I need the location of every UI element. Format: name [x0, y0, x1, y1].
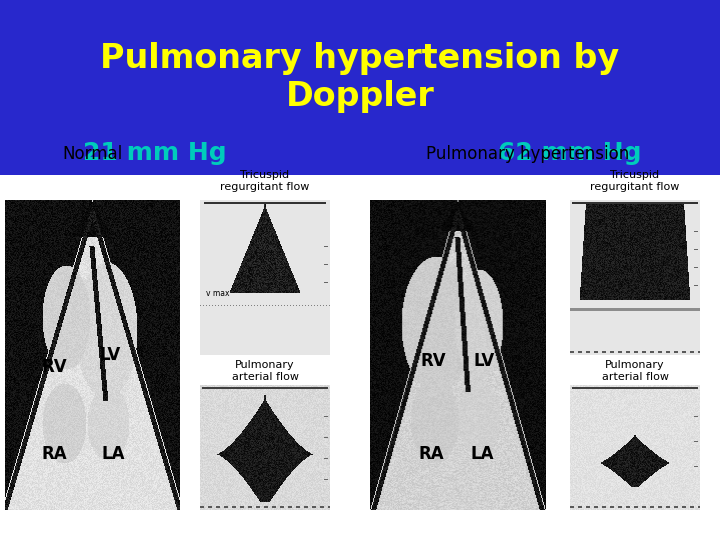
Text: Tricuspid
regurgitant flow: Tricuspid regurgitant flow [220, 171, 310, 192]
Bar [0, 0, 720, 175]
Text: 21 mm Hg: 21 mm Hg [84, 141, 227, 165]
Text: Pulmonary
arterial flow: Pulmonary arterial flow [232, 360, 299, 382]
Text: 62 mm Hg: 62 mm Hg [498, 141, 642, 165]
Text: Pulmonary hypertension by
Doppler: Pulmonary hypertension by Doppler [100, 42, 620, 113]
Text: Tricuspid
regurgitant flow: Tricuspid regurgitant flow [590, 171, 680, 192]
Text: Normal: Normal [63, 145, 122, 163]
Text: Pulmonary
arterial flow: Pulmonary arterial flow [601, 360, 668, 382]
Text: Pulmonary hypertension: Pulmonary hypertension [426, 145, 629, 163]
